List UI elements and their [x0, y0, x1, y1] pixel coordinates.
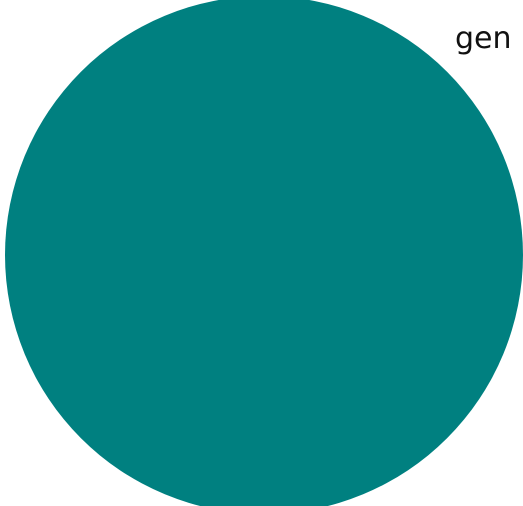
pie-slice-gen: [5, 0, 523, 506]
slice-label-gen: gen: [455, 21, 512, 56]
pie-slices: [5, 0, 523, 506]
pie-labels: gen: [455, 21, 512, 56]
